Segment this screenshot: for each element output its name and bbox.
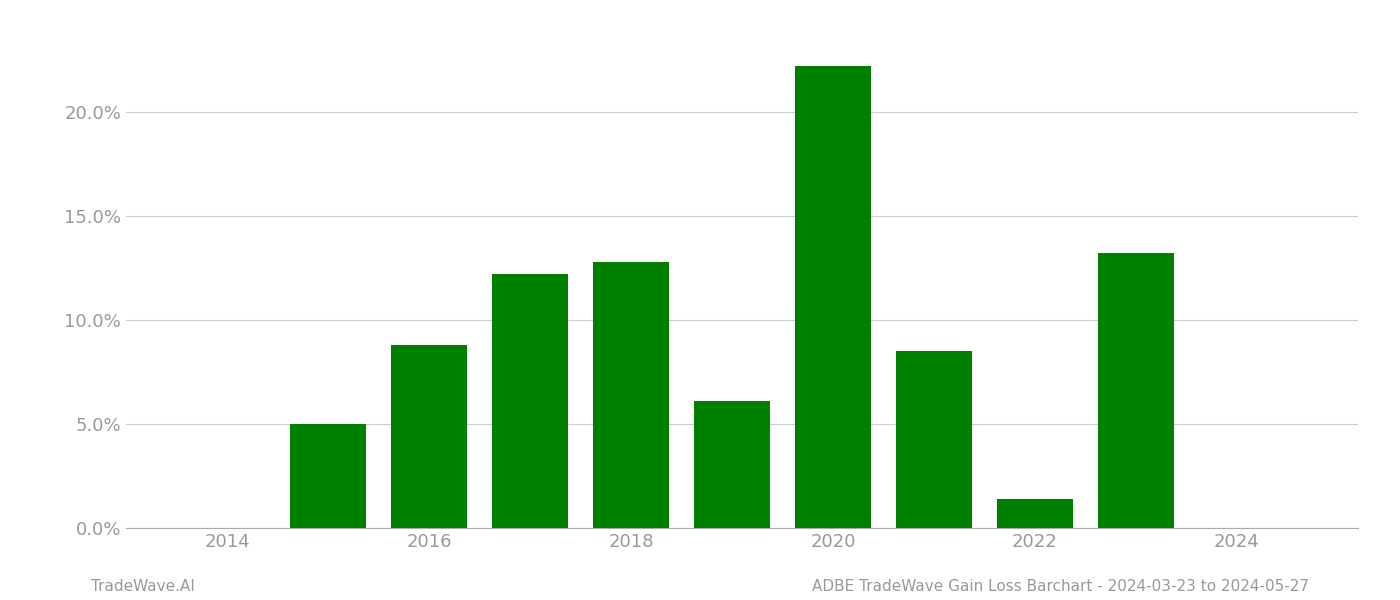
Bar [997, 499, 1072, 528]
Bar [391, 345, 466, 528]
Bar [795, 66, 871, 528]
Text: ADBE TradeWave Gain Loss Barchart - 2024-03-23 to 2024-05-27: ADBE TradeWave Gain Loss Barchart - 2024… [812, 579, 1309, 594]
Bar [290, 424, 365, 528]
Bar [491, 274, 568, 528]
Bar [694, 401, 770, 528]
Bar [1098, 253, 1173, 528]
Text: TradeWave.AI: TradeWave.AI [91, 579, 195, 594]
Bar [594, 262, 669, 528]
Bar [896, 351, 972, 528]
